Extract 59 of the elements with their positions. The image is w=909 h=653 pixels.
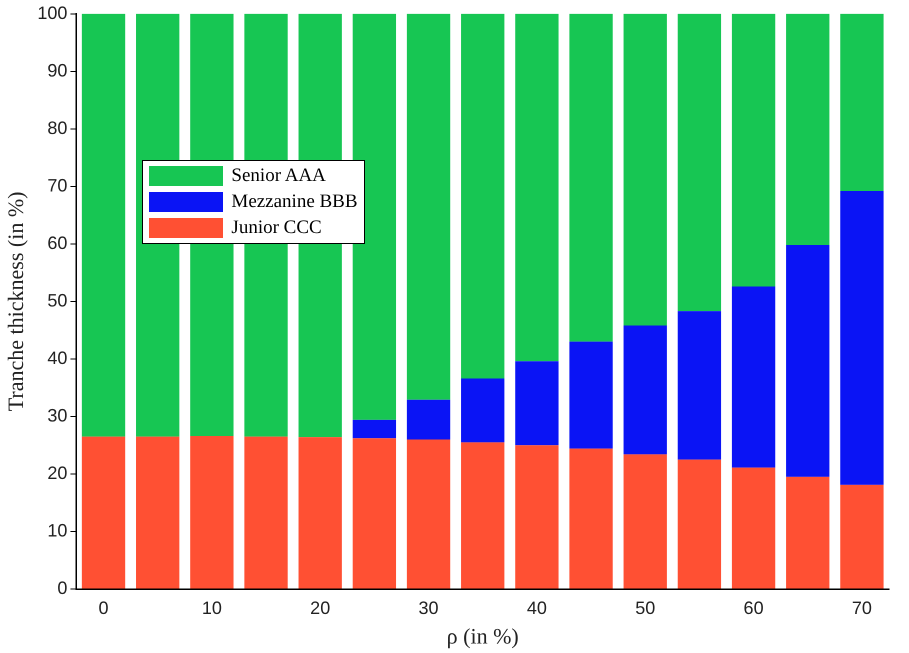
bar: [190, 436, 234, 588]
x-tick-label: 70: [852, 598, 872, 618]
legend-label: Mezzanine BBB: [231, 190, 358, 213]
bar: [624, 14, 667, 326]
bar: [461, 378, 504, 442]
y-tick-label: 30: [47, 405, 68, 426]
y-tick-label: 80: [47, 118, 68, 138]
bar: [569, 448, 613, 588]
y-tick-label: 100: [37, 2, 68, 23]
bar: [515, 361, 559, 446]
bar: [406, 400, 450, 440]
bar: [624, 454, 667, 588]
y-tick-label: 60: [47, 232, 68, 253]
bar: [461, 14, 504, 378]
bar: [136, 436, 180, 588]
bar: [244, 436, 288, 588]
bar: [515, 445, 559, 588]
x-tick-label: 60: [744, 598, 764, 618]
x-axis-title: ρ (in %): [446, 624, 519, 649]
bar: [786, 476, 830, 588]
x-tick-label: 20: [310, 598, 330, 618]
bar: [786, 245, 830, 477]
y-tick-label: 10: [47, 520, 68, 540]
bar: [352, 438, 396, 588]
x-tick-label: 0: [98, 598, 109, 618]
bar: [840, 14, 884, 191]
x-tick-label: 50: [635, 598, 656, 618]
bar: [678, 460, 722, 588]
y-tick-label: 50: [47, 290, 68, 310]
bar: [82, 14, 126, 437]
bar: [678, 311, 722, 460]
x-tick-label: 10: [202, 598, 222, 618]
legend-label: Junior CCC: [231, 216, 322, 239]
bar: [82, 436, 126, 588]
bar: [352, 420, 396, 438]
y-tick-label: 90: [47, 60, 68, 80]
y-tick-label: 40: [47, 348, 68, 368]
bar: [461, 442, 504, 588]
bar: [678, 14, 722, 312]
bar: [624, 326, 667, 454]
bar: [569, 14, 613, 342]
bar: [732, 286, 776, 468]
bar: [569, 342, 613, 449]
x-tick-label: 30: [418, 598, 439, 618]
bar: [406, 14, 450, 400]
bar: [732, 468, 776, 588]
bar: [786, 14, 830, 246]
bar: [406, 439, 450, 588]
y-tick-label: 70: [47, 175, 68, 196]
y-axis-title: Tranche thickness (in %): [2, 192, 28, 412]
bar: [732, 14, 776, 286]
y-tick-label: 0: [57, 578, 68, 598]
bar: [515, 14, 559, 362]
bar: [840, 190, 884, 485]
legend-label: Senior AAA: [231, 164, 326, 187]
x-tick-label: 40: [526, 598, 547, 618]
bar: [840, 484, 884, 588]
y-tick-label: 20: [47, 462, 68, 483]
bar: [298, 437, 342, 588]
